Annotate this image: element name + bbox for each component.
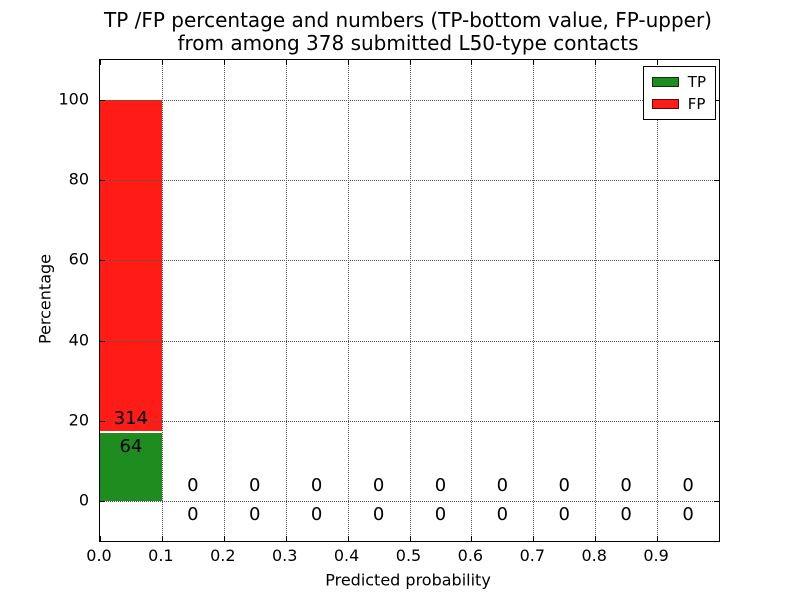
gridline-x (471, 60, 473, 541)
gridline-y (100, 260, 719, 262)
fp-color-swatch (651, 99, 679, 109)
gridline-x (657, 60, 659, 541)
tp-count-label: 0 (558, 504, 570, 526)
tick-mark-x-top (409, 60, 411, 65)
chart-title: TP /FP percentage and numbers (TP-bottom… (104, 9, 712, 55)
tick-mark-y-left (100, 420, 105, 422)
x-tick-label: 0.2 (210, 546, 236, 565)
chart-title-line2: from among 378 submitted L50-type contac… (177, 31, 639, 55)
tp-count-label: 0 (620, 504, 632, 526)
tick-mark-y-left (100, 100, 105, 102)
tick-mark-y-left (100, 500, 105, 502)
legend-label-fp: FP (687, 95, 706, 113)
tp-count-label: 0 (434, 504, 447, 526)
gridline-x (347, 60, 349, 541)
x-tick-label: 0.6 (457, 546, 484, 565)
y-tick-label: 100 (58, 89, 89, 109)
tick-mark-x-top (657, 60, 659, 65)
gridline-y (100, 420, 719, 422)
bar-segment-fp (100, 100, 162, 434)
tick-mark-y-left (100, 340, 105, 342)
x-tick-label: 0.8 (581, 546, 607, 565)
x-tick-label: 0.3 (271, 546, 298, 565)
gridline-y (100, 180, 719, 182)
gridline-x (223, 60, 225, 541)
tick-mark-y-right (714, 100, 719, 102)
x-tick-label: 0.1 (148, 546, 174, 565)
x-tick-label: 0.7 (519, 546, 546, 565)
legend-item-tp: TP (651, 73, 706, 91)
y-tick-label: 0 (78, 490, 89, 510)
tp-count-label: 0 (372, 504, 385, 526)
tp-count-label: 64 (119, 436, 143, 458)
tp-count-label: 0 (249, 504, 261, 526)
gridline-y (100, 500, 719, 502)
gridline-y (100, 100, 719, 102)
gridline-x (533, 60, 535, 541)
tick-mark-x-bottom (595, 536, 597, 541)
y-tick-label: 60 (68, 249, 89, 269)
y-tick-label: 40 (68, 330, 89, 350)
tick-mark-x-top (533, 60, 535, 65)
tick-mark-x-top (223, 60, 225, 65)
y-tick-label: 80 (68, 169, 89, 189)
tp-count-label: 0 (187, 504, 199, 526)
tp-count-label: 0 (682, 504, 694, 526)
tick-mark-x-bottom (161, 536, 163, 541)
chart-title-line1: TP /FP percentage and numbers (TP-bottom… (104, 8, 712, 32)
fp-count-label: 0 (187, 475, 199, 497)
gridline-x (595, 60, 597, 541)
x-tick-label: 0.4 (333, 546, 360, 565)
tick-mark-y-right (714, 420, 719, 422)
tick-mark-x-bottom (471, 536, 473, 541)
fp-count-label: 0 (682, 475, 694, 497)
tick-mark-x-top (161, 60, 163, 65)
tick-mark-x-bottom (347, 536, 349, 541)
tick-mark-y-right (714, 180, 719, 182)
plot-area: TP FP 314 64 0 0 0 0 0 0 0 0 0 0 0 0 0 0 0 0 0 0 (99, 59, 720, 542)
fp-count-label: 0 (249, 475, 261, 497)
fp-count-label: 0 (310, 475, 323, 497)
gridline-x (409, 60, 411, 541)
tick-mark-x-bottom (533, 536, 535, 541)
tp-color-swatch (651, 77, 679, 87)
tick-mark-x-bottom (409, 536, 411, 541)
tick-mark-x-bottom (223, 536, 225, 541)
tick-mark-x-bottom (285, 536, 287, 541)
legend: TP FP (642, 66, 716, 120)
tick-mark-x-bottom (657, 536, 659, 541)
tp-count-label: 0 (496, 504, 509, 526)
fp-count-label: 314 (113, 407, 149, 429)
tick-mark-x-top (100, 60, 101, 65)
fp-count-label: 0 (496, 475, 509, 497)
tick-mark-x-top (595, 60, 597, 65)
fp-count-label: 0 (434, 475, 447, 497)
tick-mark-x-bottom (100, 536, 101, 541)
tick-mark-x-top (471, 60, 473, 65)
tick-mark-x-top (285, 60, 287, 65)
y-tick-label: 20 (68, 410, 89, 430)
legend-label-tp: TP (687, 73, 706, 91)
fp-count-label: 0 (372, 475, 385, 497)
tick-mark-x-top (347, 60, 349, 65)
bar-segment-tp (100, 433, 162, 501)
gridline-x (161, 60, 163, 541)
fp-count-label: 0 (558, 475, 570, 497)
tp-count-label: 0 (310, 504, 323, 526)
fp-count-label: 0 (620, 475, 632, 497)
x-axis-label: Predicted probability (325, 570, 491, 590)
tick-mark-y-left (100, 260, 105, 262)
tick-mark-y-right (714, 260, 719, 262)
gridline-x (285, 60, 287, 541)
x-tick-label: 0.0 (86, 546, 112, 565)
tick-mark-y-right (714, 340, 719, 342)
x-tick-label: 0.9 (643, 546, 669, 565)
x-tick-label: 0.5 (395, 546, 422, 565)
gridline-y (100, 340, 719, 342)
tick-mark-y-left (100, 180, 105, 182)
legend-item-fp: FP (651, 95, 706, 113)
tick-mark-y-right (714, 500, 719, 502)
